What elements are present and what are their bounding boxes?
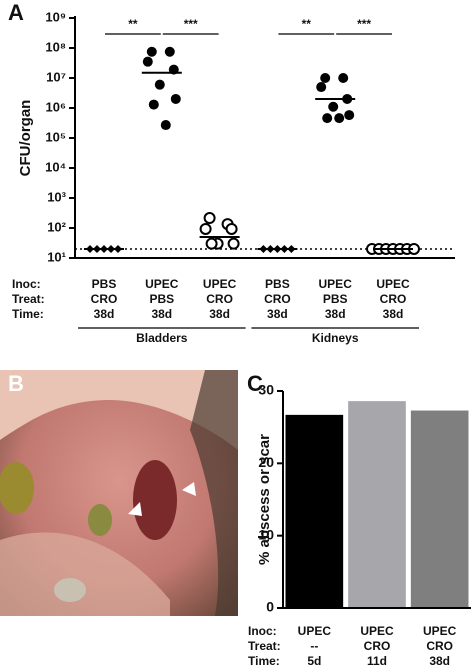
y-tick-label: 10⁷	[46, 69, 66, 84]
y-tick-label: 10⁶	[46, 99, 66, 114]
row-label: Treat:	[12, 292, 45, 306]
data-point	[199, 222, 212, 235]
panel-label: C	[247, 371, 263, 396]
y-tick-label: 10⁴	[45, 159, 66, 174]
x-tick-label: 5d	[307, 654, 321, 668]
x-tick-label: 38d	[429, 654, 450, 668]
data-point	[225, 222, 238, 235]
x-tick-label: CRO	[426, 639, 453, 653]
row-label: Inoc:	[12, 277, 41, 291]
x-tick-label: CRO	[264, 292, 291, 306]
data-point	[344, 110, 355, 121]
data-point	[164, 46, 175, 57]
organ	[88, 504, 112, 536]
x-tick-label: CRO	[91, 292, 118, 306]
row-label: Inoc:	[248, 624, 277, 638]
data-point	[334, 113, 345, 124]
x-tick-label: UPEC	[203, 277, 237, 291]
panel-label: A	[8, 0, 24, 25]
arrowhead	[128, 502, 142, 516]
y-tick-label: 20	[258, 454, 274, 470]
y-axis-label: % abscess or scar	[256, 434, 273, 565]
x-tick-label: PBS	[149, 292, 174, 306]
data-point	[328, 101, 339, 112]
data-point	[227, 237, 240, 250]
data-point	[170, 93, 181, 104]
row-label: Time:	[12, 307, 44, 321]
x-tick-label: PBS	[92, 277, 117, 291]
x-tick-label: 38d	[383, 307, 404, 321]
group-label: Kidneys	[312, 331, 359, 345]
skin-flap	[0, 370, 238, 450]
y-tick-label: 10⁵	[45, 129, 66, 144]
x-tick-label: CRO	[364, 639, 391, 653]
background	[190, 370, 238, 616]
comparison-label: **	[302, 17, 312, 31]
arrowhead	[182, 482, 196, 496]
data-point	[338, 73, 349, 83]
x-tick-label: PBS	[323, 292, 348, 306]
x-tick-label: UPEC	[376, 277, 410, 291]
bar	[348, 401, 406, 608]
y-tick-label: 10⁸	[45, 39, 66, 54]
x-tick-label: --	[310, 639, 318, 653]
group-label: Bladders	[136, 331, 188, 345]
data-point	[148, 99, 159, 110]
x-tick-label: UPEC	[145, 277, 179, 291]
x-tick-label: UPEC	[360, 624, 394, 638]
y-tick-label: 10³	[47, 189, 66, 204]
x-tick-label: PBS	[265, 277, 290, 291]
y-tick-label: 0	[266, 599, 274, 615]
x-tick-label: UPEC	[423, 624, 457, 638]
x-tick-label: 11d	[367, 654, 387, 668]
photo-panel: B	[0, 370, 238, 616]
organ	[0, 462, 34, 514]
bar	[410, 410, 469, 608]
y-tick-label: 10²	[47, 219, 66, 234]
data-point	[205, 237, 218, 250]
x-tick-label: UPEC	[298, 624, 332, 638]
tissue	[0, 532, 170, 616]
x-tick-label: CRO	[380, 292, 407, 306]
row-label: Time:	[248, 654, 280, 668]
organ	[54, 578, 86, 602]
data-point	[154, 79, 165, 90]
y-tick-label: 10⁹	[45, 9, 66, 24]
x-tick-label: 38d	[209, 307, 230, 321]
y-axis-label: CFU/organ	[17, 100, 34, 177]
kidney	[133, 460, 177, 540]
comparison-label: ***	[357, 17, 371, 31]
data-point	[320, 73, 331, 83]
data-point	[146, 46, 157, 57]
data-point	[322, 113, 333, 124]
x-tick-label: CRO	[206, 292, 233, 306]
data-point	[203, 212, 216, 225]
x-tick-label: 38d	[151, 307, 172, 321]
x-tick-label: 38d	[325, 307, 346, 321]
data-point	[316, 82, 327, 93]
panel-label: B	[8, 371, 24, 396]
y-tick-label: 30	[258, 382, 274, 398]
data-point	[142, 56, 153, 67]
y-tick-label: 10	[258, 526, 274, 542]
comparison-label: **	[128, 17, 138, 31]
x-tick-label: 38d	[267, 307, 288, 321]
comparison-label: ***	[184, 17, 198, 31]
x-tick-label: 38d	[94, 307, 115, 321]
data-point	[160, 120, 171, 131]
y-tick-label: 10¹	[47, 249, 66, 264]
x-tick-label: UPEC	[319, 277, 353, 291]
row-label: Treat:	[248, 639, 281, 653]
bar	[285, 414, 344, 608]
